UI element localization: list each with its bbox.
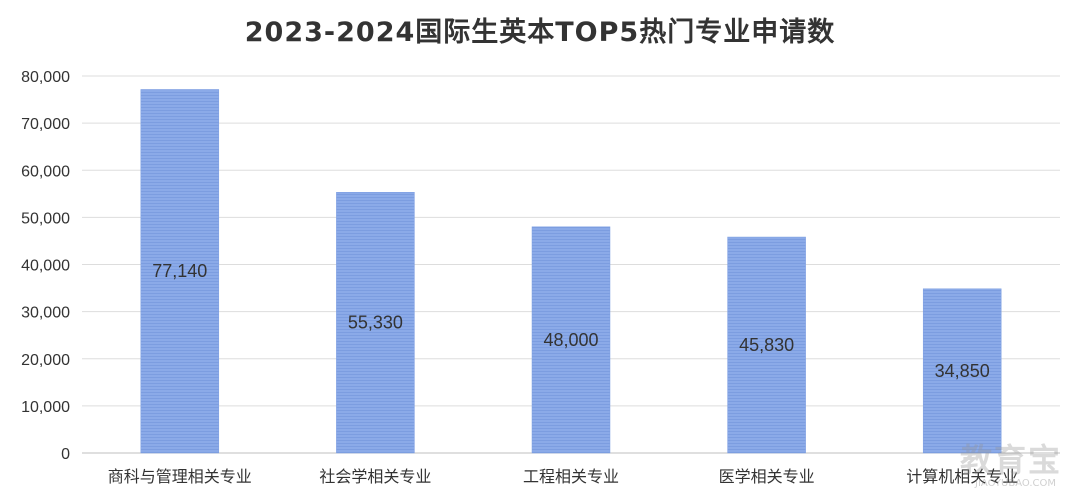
bar (336, 192, 415, 454)
category-label: 工程相关专业 (523, 467, 619, 486)
chart-title: 2023-2024国际生英本TOP5热门专业申请数 (244, 17, 836, 48)
category-label: 医学相关专业 (719, 467, 815, 486)
y-tick-label: 30,000 (21, 305, 70, 322)
category-label: 社会学相关专业 (319, 467, 431, 486)
category-label: 计算机相关专业 (906, 467, 1018, 486)
watermark-sub: JIAOYUBAO.COM (975, 478, 1056, 489)
data-label: 77,140 (152, 261, 207, 281)
y-tick-label: 70,000 (21, 116, 70, 133)
data-labels: 77,140 55,330 48,000 45,830 34,850 (152, 261, 989, 381)
data-label: 34,850 (935, 361, 990, 381)
y-tick-label: 10,000 (21, 399, 70, 416)
y-tick-label: 0 (61, 446, 70, 463)
x-axis-categories: 商科与管理相关专业 社会学相关专业 工程相关专业 医学相关专业 计算机相关专业 (108, 467, 1018, 486)
bar (727, 236, 806, 454)
y-tick-label: 20,000 (21, 352, 70, 369)
data-label: 48,000 (543, 330, 598, 350)
watermark-logo: 教育宝 (959, 441, 1062, 479)
y-tick-label: 40,000 (21, 258, 70, 275)
bar (531, 226, 611, 454)
category-label: 商科与管理相关专业 (108, 467, 252, 486)
y-tick-label: 50,000 (21, 210, 70, 227)
y-tick-label: 80,000 (21, 69, 70, 86)
data-label: 45,830 (739, 335, 794, 355)
bars (140, 89, 1002, 454)
data-label: 55,330 (348, 313, 403, 333)
bar (922, 288, 1002, 454)
y-tick-label: 60,000 (21, 163, 70, 180)
bar (140, 89, 220, 454)
y-axis-ticks: 0 10,000 20,000 30,000 40,000 50,000 60,000 70,… (21, 69, 70, 463)
